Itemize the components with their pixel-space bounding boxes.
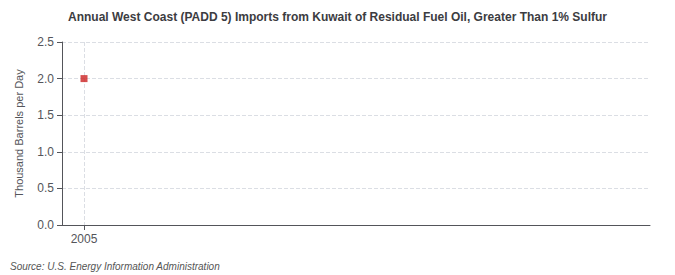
- svg-text:Thousand Barrels per Day: Thousand Barrels per Day: [13, 69, 25, 198]
- svg-text:2.0: 2.0: [37, 72, 54, 86]
- svg-text:2005: 2005: [71, 232, 98, 246]
- svg-text:Source: U.S. Energy Informatio: Source: U.S. Energy Information Administ…: [10, 261, 220, 272]
- svg-text:0.5: 0.5: [37, 181, 54, 195]
- svg-text:2.5: 2.5: [37, 35, 54, 49]
- svg-text:1.5: 1.5: [37, 108, 54, 122]
- svg-text:Annual West Coast (PADD 5) Imp: Annual West Coast (PADD 5) Imports from …: [68, 10, 607, 24]
- svg-text:0.0: 0.0: [37, 218, 54, 232]
- svg-text:1.0: 1.0: [37, 145, 54, 159]
